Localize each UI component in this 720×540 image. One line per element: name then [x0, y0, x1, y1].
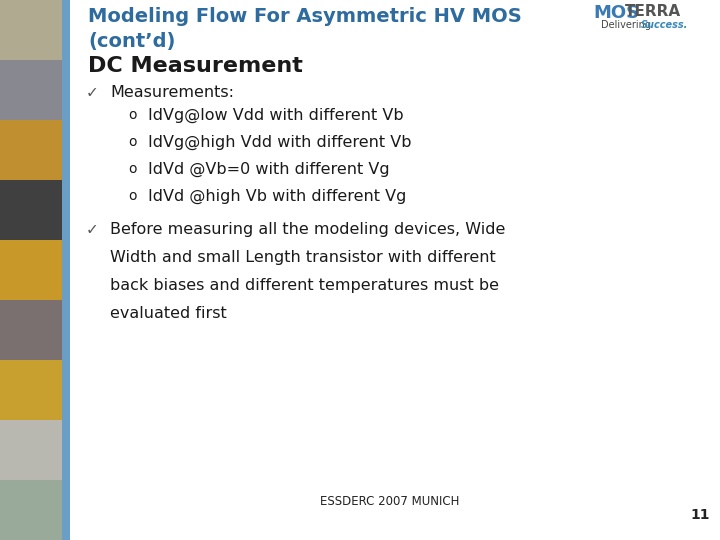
Bar — [0, 240, 62, 300]
Text: IdVg@high Vdd with different Vb: IdVg@high Vdd with different Vb — [148, 135, 412, 150]
Text: ✓: ✓ — [86, 85, 99, 100]
Text: 11: 11 — [690, 508, 710, 522]
Text: IdVd @high Vb with different Vg: IdVd @high Vb with different Vg — [148, 189, 406, 204]
Text: Before measuring all the modeling devices, Wide: Before measuring all the modeling device… — [110, 222, 505, 237]
Bar — [0, 60, 62, 120]
Bar — [0, 420, 62, 480]
Bar — [0, 360, 62, 420]
Text: IdVd @Vb=0 with different Vg: IdVd @Vb=0 with different Vg — [148, 162, 390, 177]
Text: DC Measurement: DC Measurement — [88, 56, 303, 76]
Text: MOS: MOS — [593, 4, 639, 22]
Text: o: o — [128, 135, 137, 149]
Text: o: o — [128, 189, 137, 203]
Text: (cont’d): (cont’d) — [88, 32, 176, 51]
Text: IdVg@low Vdd with different Vb: IdVg@low Vdd with different Vb — [148, 108, 404, 123]
Bar — [0, 300, 62, 360]
Bar — [0, 120, 62, 180]
Text: Success.: Success. — [641, 20, 688, 30]
Text: Delivering: Delivering — [601, 20, 654, 30]
Text: ESSDERC 2007 MUNICH: ESSDERC 2007 MUNICH — [320, 495, 459, 508]
Text: o: o — [128, 108, 137, 122]
Bar — [0, 0, 62, 60]
Text: Modeling Flow For Asymmetric HV MOS: Modeling Flow For Asymmetric HV MOS — [88, 7, 522, 26]
Text: o: o — [128, 162, 137, 176]
Text: Measurements:: Measurements: — [110, 85, 234, 100]
Bar — [0, 180, 62, 240]
Bar — [0, 480, 62, 540]
Text: TERRA: TERRA — [625, 4, 681, 19]
Text: back biases and different temperatures must be: back biases and different temperatures m… — [110, 278, 499, 293]
Text: ✓: ✓ — [86, 222, 99, 237]
Bar — [62, 0, 70, 540]
Text: evaluated first: evaluated first — [110, 306, 227, 321]
Text: Width and small Length transistor with different: Width and small Length transistor with d… — [110, 250, 496, 265]
